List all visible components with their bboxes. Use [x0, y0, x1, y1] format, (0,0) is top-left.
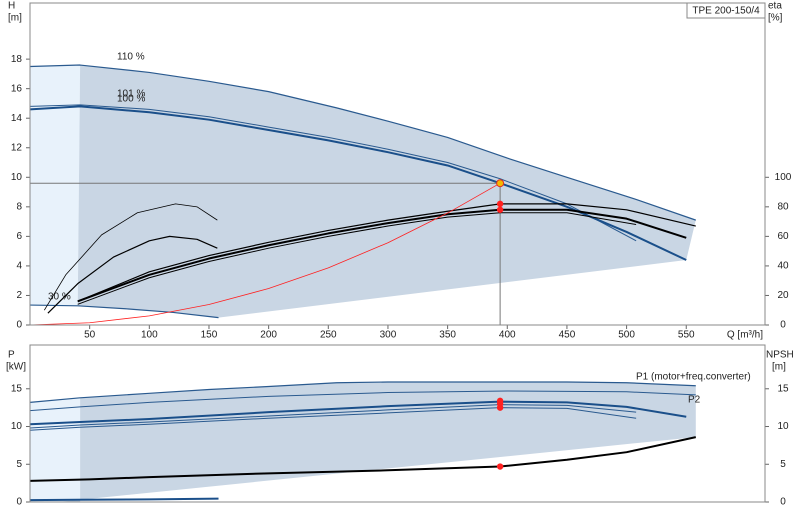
h-axis-title: H	[8, 1, 15, 12]
y-tick-label: 8	[16, 201, 22, 212]
operating-point	[496, 206, 504, 213]
curve	[29, 64, 696, 221]
y2-tick-label: 0	[780, 320, 786, 331]
y-tick-label: 4	[16, 261, 22, 272]
curve-label: 110 %	[117, 52, 145, 63]
y-tick-label: 16	[11, 83, 23, 94]
curve	[47, 235, 218, 314]
plot-frame	[29, 2, 766, 326]
x-tick-label: 200	[260, 330, 277, 341]
curve	[29, 407, 637, 431]
curve	[77, 208, 687, 303]
x-tick-label: 300	[380, 330, 397, 341]
y-tick-label: 15	[11, 383, 23, 394]
y-tick-label: 18	[11, 54, 23, 65]
npsh-axis-unit: [m]	[772, 362, 786, 373]
y2-tick-label: 20	[777, 290, 789, 301]
curve	[29, 104, 637, 242]
h-axis-unit: [m]	[8, 13, 22, 24]
curve-label: 100 %	[117, 94, 145, 105]
operating-range	[58, 381, 696, 502]
plot-frame	[29, 344, 766, 503]
p-axis-title: P	[8, 350, 15, 361]
curve-label: 101 %	[117, 89, 145, 100]
y-tick-label: 10	[11, 172, 23, 183]
start-region	[30, 397, 81, 502]
y-tick-label: 2	[16, 290, 22, 301]
curve-label: P1 (motor+freq.converter)	[636, 372, 751, 383]
eta-axis-title: eta	[768, 1, 782, 12]
curve	[29, 497, 219, 502]
x-tick-label: 250	[320, 330, 337, 341]
y2-tick-label: 80	[777, 201, 789, 212]
x-tick-label: 50	[84, 330, 96, 341]
curve	[43, 203, 218, 311]
y-tick-label: 0	[16, 497, 22, 508]
curve	[77, 203, 696, 302]
y2-tick-label: 0	[780, 497, 786, 508]
y2-tick-label: 5	[780, 459, 786, 470]
operating-range	[77, 65, 696, 318]
curve	[29, 404, 637, 429]
y2-tick-label: 100	[775, 172, 792, 183]
y-tick-label: 12	[11, 142, 23, 153]
y2-tick-label: 10	[777, 421, 789, 432]
x-tick-label: 150	[201, 330, 218, 341]
duty-point	[496, 179, 505, 188]
y-tick-label: 6	[16, 231, 22, 242]
x-axis-title: Q [m³/h]	[727, 330, 763, 341]
x-tick-label: 500	[618, 330, 635, 341]
curve	[29, 400, 687, 426]
curve	[29, 304, 219, 319]
y2-tick-label: 60	[777, 231, 789, 242]
curve	[29, 182, 501, 326]
y2-tick-label: 15	[777, 383, 789, 394]
curve	[29, 390, 696, 412]
y-tick-label: 14	[11, 113, 23, 124]
operating-point	[496, 463, 504, 470]
p-axis-unit: [kW]	[6, 362, 26, 373]
npsh-axis-title: NPSH	[766, 350, 794, 361]
eta-axis-unit: [%]	[768, 13, 783, 24]
operating-point	[496, 200, 504, 208]
curve	[29, 381, 696, 403]
x-tick-label: 350	[439, 330, 456, 341]
x-tick-label: 550	[678, 330, 695, 341]
y2-tick-label: 40	[777, 261, 789, 272]
x-tick-label: 400	[499, 330, 516, 341]
curve-label: 30 %	[48, 292, 71, 303]
y-tick-label: 10	[11, 421, 23, 432]
y-tick-label: 0	[16, 320, 22, 331]
title-box	[686, 2, 766, 19]
curve-label: P2	[688, 395, 701, 406]
curve	[29, 436, 697, 482]
x-tick-label: 450	[559, 330, 576, 341]
start-region	[30, 65, 81, 306]
y-tick-label: 5	[16, 459, 22, 470]
curve	[77, 212, 637, 305]
operating-point	[496, 404, 504, 411]
x-tick-label: 100	[141, 330, 158, 341]
chart-title: TPE 200-150/4	[692, 6, 760, 17]
